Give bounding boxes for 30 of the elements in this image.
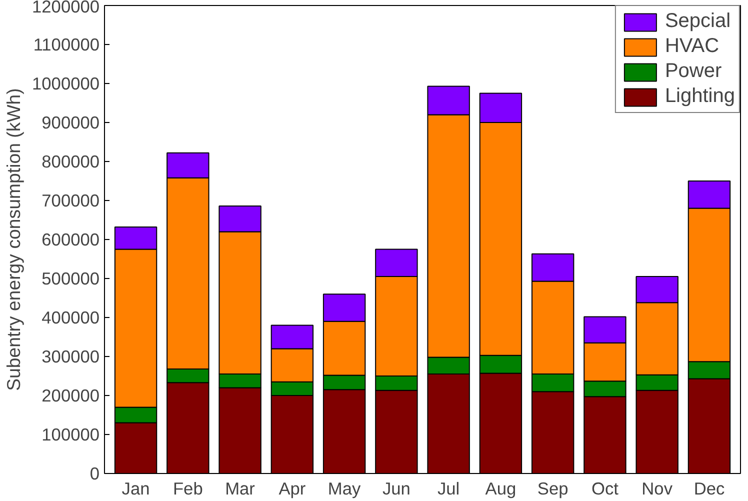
legend-label: Sepcial: [664, 10, 731, 33]
x-tick-label: Mar: [225, 478, 256, 498]
y-tick-label: 1100000: [33, 34, 100, 54]
y-tick-label: 500000: [42, 268, 100, 288]
y-tick-label: 700000: [42, 190, 100, 210]
x-tick-label: May: [328, 478, 362, 498]
y-axis-title: Subentry energy consumption (kWh): [3, 88, 24, 391]
x-tick-label: Nov: [642, 478, 673, 498]
y-tick-label: 1000000: [32, 74, 100, 94]
y-tick-label: 1200000: [32, 0, 100, 16]
y-tick-label: 100000: [42, 424, 100, 444]
x-tick-label: Apr: [278, 478, 306, 498]
legend-label: Lighting: [664, 85, 735, 108]
y-tick-label: 0: [90, 464, 100, 484]
y-tick-label: 900000: [42, 112, 100, 132]
y-tick-label: 300000: [42, 346, 100, 366]
x-tick-label: Dec: [694, 478, 725, 498]
x-tick-label: Aug: [485, 478, 516, 498]
y-tick-label: 400000: [42, 308, 100, 328]
x-tick-label: Feb: [172, 478, 203, 498]
y-tick-label: 800000: [42, 152, 100, 172]
x-tick-label: Jan: [122, 478, 150, 498]
x-tick-label: Jun: [382, 478, 410, 498]
x-tick-label: Oct: [591, 478, 619, 498]
x-tick-label: Sep: [537, 478, 568, 498]
legend-label: Power: [664, 60, 722, 83]
legend-label: HVAC: [664, 35, 720, 58]
y-tick-label: 200000: [42, 386, 100, 406]
y-tick-label: 600000: [42, 230, 100, 250]
x-tick-label: Jul: [437, 478, 460, 498]
